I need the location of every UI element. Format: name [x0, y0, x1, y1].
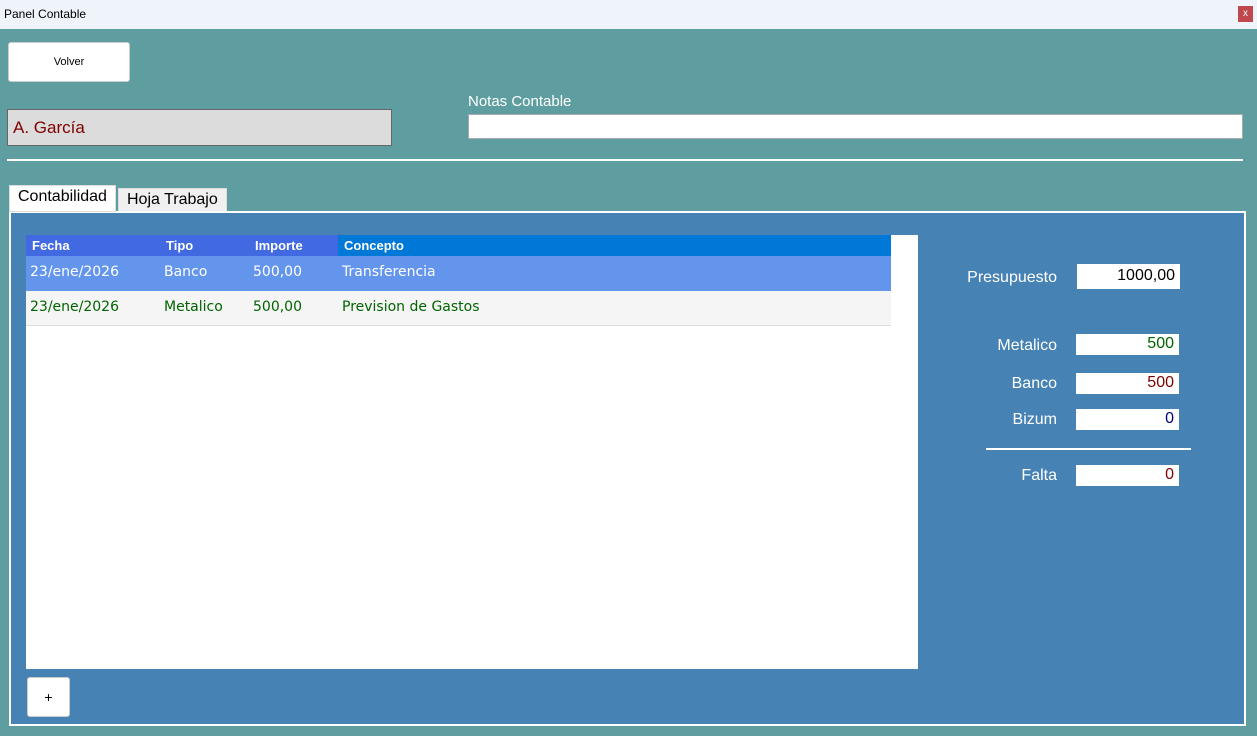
close-button[interactable]: x: [1238, 6, 1253, 22]
divider: [7, 159, 1243, 161]
add-button[interactable]: +: [27, 677, 70, 717]
cell-importe: 500,00: [253, 264, 302, 280]
table-row[interactable]: 23/ene/2026 Banco 500,00 Transferencia: [26, 256, 891, 291]
title-bar: Panel Contable x: [0, 0, 1257, 29]
contabilidad-panel: Fecha Tipo Importe Concepto 23/ene/2026 …: [9, 211, 1246, 726]
col-importe[interactable]: Importe: [255, 238, 303, 253]
falta-label: Falta: [1021, 467, 1057, 484]
cell-tipo: Metalico: [164, 299, 223, 315]
tab-contabilidad[interactable]: Contabilidad: [9, 185, 116, 212]
summary-divider: [986, 448, 1191, 450]
col-concepto[interactable]: Concepto: [338, 235, 891, 256]
cell-importe: 500,00: [253, 299, 302, 315]
cell-concepto: Prevision de Gastos: [342, 299, 480, 315]
notes-label: Notas Contable: [468, 93, 572, 110]
col-fecha[interactable]: Fecha: [32, 238, 70, 253]
entries-grid[interactable]: Fecha Tipo Importe Concepto 23/ene/2026 …: [26, 235, 918, 669]
tab-hoja-trabajo[interactable]: Hoja Trabajo: [118, 188, 227, 212]
cell-fecha: 23/ene/2026: [30, 264, 119, 280]
cell-fecha: 23/ene/2026: [30, 299, 119, 315]
notes-input[interactable]: [468, 114, 1243, 139]
presupuesto-label: Presupuesto: [967, 269, 1057, 286]
volver-button[interactable]: Volver: [8, 42, 130, 82]
client-name-field: A. García: [7, 109, 392, 146]
banco-value: 500: [1076, 373, 1179, 394]
window-title: Panel Contable: [4, 7, 87, 21]
cell-concepto: Transferencia: [342, 264, 436, 280]
presupuesto-input[interactable]: 1000,00: [1077, 264, 1180, 289]
cell-tipo: Banco: [164, 264, 208, 280]
metalico-label: Metalico: [997, 337, 1057, 354]
metalico-value: 500: [1076, 334, 1179, 355]
bizum-label: Bizum: [1012, 411, 1057, 428]
bizum-value: 0: [1076, 409, 1179, 430]
col-tipo[interactable]: Tipo: [166, 238, 194, 253]
falta-value: 0: [1076, 465, 1179, 486]
banco-label: Banco: [1011, 375, 1057, 392]
grid-header: Fecha Tipo Importe Concepto: [26, 235, 891, 256]
table-row[interactable]: 23/ene/2026 Metalico 500,00 Prevision de…: [26, 291, 891, 326]
